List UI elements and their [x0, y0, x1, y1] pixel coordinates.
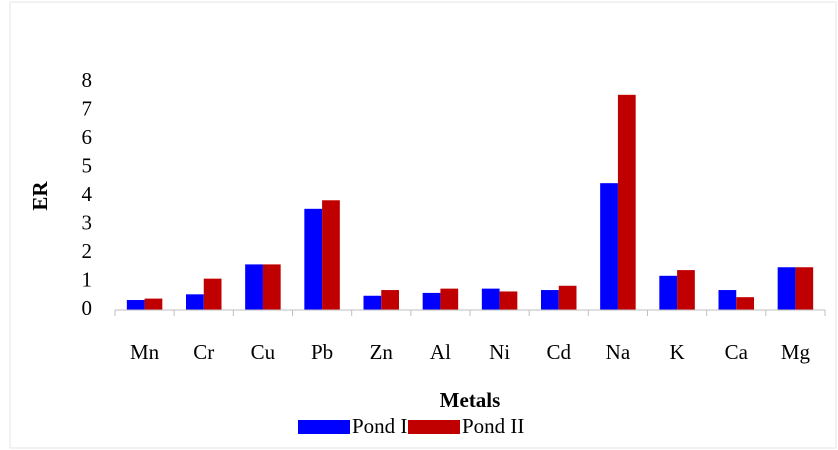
bar: [422, 292, 441, 310]
bar: [440, 288, 459, 310]
bar: [736, 297, 754, 310]
x-tick-label: Mn: [130, 340, 160, 364]
bar: [186, 294, 204, 310]
bar: [363, 295, 382, 310]
x-tick-label: Cd: [546, 340, 571, 364]
bar: [600, 183, 618, 310]
y-tick-label: 2: [82, 239, 93, 263]
x-tick-label: Cr: [193, 340, 214, 364]
legend-label: Pond II: [462, 414, 524, 438]
y-tick-label: 8: [82, 68, 93, 92]
bar: [381, 290, 399, 310]
x-tick-label: K: [669, 340, 684, 364]
legend-swatch: [408, 420, 460, 434]
bar: [558, 285, 577, 310]
bar: [262, 264, 281, 310]
x-axis-label: Metals: [440, 388, 501, 412]
bar: [126, 300, 145, 310]
x-tick-label: Mg: [781, 340, 811, 364]
y-tick-label: 5: [82, 153, 93, 177]
x-tick-label: Zn: [370, 340, 394, 364]
bar: [777, 267, 796, 310]
y-tick-label: 6: [82, 125, 93, 149]
legend-swatch: [298, 420, 350, 434]
bar: [617, 94, 636, 310]
bar: [144, 298, 163, 310]
x-tick-label: Pb: [311, 340, 333, 364]
bar: [677, 270, 695, 310]
bar: [795, 267, 814, 310]
y-tick-label: 3: [82, 210, 93, 234]
bar: [304, 208, 323, 310]
y-tick-label: 0: [82, 296, 93, 320]
y-axis-label: ER: [28, 181, 52, 211]
bar: [322, 200, 340, 310]
y-tick-label: 4: [82, 182, 93, 206]
x-tick-label: Al: [430, 340, 451, 364]
x-tick-label: Ni: [489, 340, 510, 364]
y-tick-label: 7: [82, 96, 93, 120]
y-tick-label: 1: [82, 267, 93, 291]
bar: [659, 275, 678, 310]
bar: [499, 291, 518, 310]
bar: [718, 290, 737, 310]
x-tick-label: Cu: [251, 340, 276, 364]
x-tick-label: Ca: [725, 340, 749, 364]
legend-label: Pond I: [352, 414, 407, 438]
bar: [541, 290, 559, 310]
x-tick-label: Na: [606, 340, 631, 364]
bar: [481, 288, 500, 310]
bar: [203, 278, 222, 310]
chart-border: [9, 1, 837, 449]
bar: [245, 264, 263, 310]
